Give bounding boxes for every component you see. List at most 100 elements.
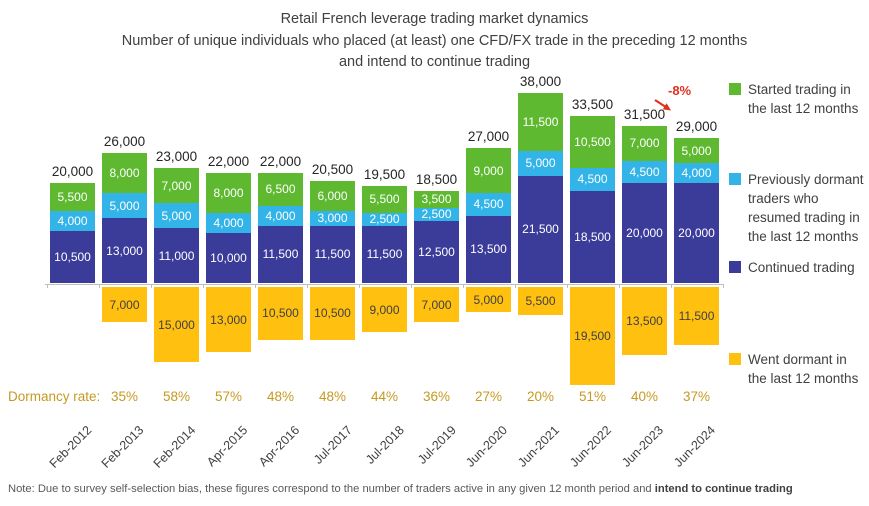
- bar-segment-continued: 11,500: [362, 225, 407, 283]
- bar-segment-continued: 10,500: [50, 230, 95, 283]
- bar-segment-started: 6,500: [258, 173, 303, 206]
- x-axis-label: Jul-2018: [362, 423, 407, 467]
- x-axis-tick: [306, 284, 308, 288]
- bar-segment-started: 5,500: [50, 183, 95, 211]
- bar-segment-continued: 11,500: [258, 225, 303, 283]
- bar-segment-started: 8,000: [102, 153, 147, 193]
- bar-segment-resumed: 5,000: [154, 203, 199, 228]
- legend-swatch-dormant-icon: [729, 353, 741, 365]
- bar-segment-dormant: 11,500: [674, 287, 719, 345]
- x-axis-tick: [410, 284, 412, 288]
- bar-total-label: 38,000: [519, 74, 562, 89]
- x-axis-label: Jul-2019: [414, 423, 459, 467]
- bar-segment-started: 3,500: [414, 190, 459, 208]
- x-axis-tick: [514, 284, 516, 288]
- bar-segment-resumed: 4,000: [50, 210, 95, 231]
- bar-segment-continued: 12,500: [414, 220, 459, 283]
- legend-item-resumed: Previously dormant traders who resumed t…: [729, 170, 867, 246]
- x-axis-label: Apr-2015: [204, 423, 251, 470]
- bar-segment-continued: 13,000: [102, 218, 147, 283]
- footnote-text: Note: Due to survey self-selection bias,…: [8, 483, 655, 495]
- x-axis-label: Jun-2023: [619, 423, 667, 470]
- title-block: Retail French leverage trading market dy…: [0, 9, 869, 74]
- x-axis-tick: [358, 284, 360, 288]
- bar-segment-started: 6,000: [310, 180, 355, 211]
- bar-segment-resumed: 5,000: [102, 193, 147, 218]
- x-axis-label: Jun-2020: [463, 423, 511, 470]
- x-axis-tick: [722, 284, 724, 288]
- decrease-annotation: -8%: [640, 83, 704, 121]
- bar-segment-resumed: 4,000: [258, 205, 303, 226]
- x-axis-tick: [98, 284, 100, 288]
- bar-segment-started: 11,500: [518, 93, 563, 151]
- x-axis-label: Feb-2013: [98, 423, 147, 471]
- x-axis-label: Jun-2024: [671, 423, 719, 470]
- bar-segment-continued: 20,000: [622, 183, 667, 283]
- bar-total-label: 23,000: [155, 149, 198, 164]
- dormancy-rate-label: Dormancy rate:: [8, 389, 101, 404]
- bar-total-label: 22,000: [207, 154, 250, 169]
- bar-segment-dormant: 10,500: [258, 287, 303, 340]
- dormancy-rate-value: 51%: [578, 389, 607, 404]
- x-axis-label: Jul-2017: [310, 423, 355, 467]
- dormancy-rate-value: 20%: [526, 389, 555, 404]
- bar-total-label: 33,500: [571, 96, 614, 112]
- bar-segment-started: 5,500: [362, 185, 407, 213]
- legend-item-started: Started trading in the last 12 months: [729, 80, 867, 118]
- dormancy-rate-value: 44%: [370, 389, 399, 404]
- x-axis-tick: [462, 284, 464, 288]
- bar-segment-continued: 10,000: [206, 233, 251, 283]
- bar-total-label: 18,500: [415, 171, 458, 187]
- x-axis-label: Apr-2016: [256, 423, 303, 470]
- legend-label-resumed: Previously dormant traders who resumed t…: [748, 172, 864, 244]
- dormancy-rate-value: 35%: [110, 389, 139, 404]
- dormancy-rate-value: 36%: [422, 389, 451, 404]
- dormancy-rate-value: 37%: [682, 389, 711, 404]
- chart-subtitle-line2: and intend to continue trading: [338, 54, 531, 70]
- bar-segment-resumed: 2,500: [414, 207, 459, 221]
- decrease-annotation-text: -8%: [668, 83, 692, 98]
- bar-segment-dormant: 5,000: [466, 287, 511, 312]
- bar-segment-started: 7,000: [622, 125, 667, 161]
- bar-segment-resumed: 4,500: [570, 168, 615, 191]
- legend-swatch-resumed-icon: [729, 173, 741, 185]
- x-axis-label: Feb-2012: [46, 423, 95, 471]
- bar-segment-resumed: 4,000: [206, 213, 251, 233]
- bar-segment-resumed: 4,500: [466, 193, 511, 216]
- x-axis-tick: [46, 284, 48, 288]
- bar-segment-continued: 20,000: [674, 183, 719, 283]
- bar-segment-resumed: 4,000: [674, 163, 719, 183]
- x-axis-tick: [254, 284, 256, 288]
- bar-segment-continued: 13,500: [466, 215, 511, 283]
- footnote-bold-text: intend to continue trading: [654, 483, 793, 495]
- bar-segment-dormant: 13,500: [622, 287, 667, 355]
- dormancy-rate-value: 58%: [162, 389, 191, 404]
- legend-swatch-continued-icon: [729, 261, 741, 273]
- footnote: Note: Due to survey self-selection bias,…: [8, 483, 793, 495]
- dormancy-rate-value: 48%: [266, 389, 295, 404]
- legend-item-continued: Continued trading: [729, 258, 867, 277]
- bar-total-label: 22,000: [259, 154, 302, 169]
- chart-title: Retail French leverage trading market dy…: [280, 11, 589, 27]
- x-axis-label: Jun-2021: [515, 423, 563, 470]
- bar-segment-started: 9,000: [466, 148, 511, 193]
- x-axis-tick: [670, 284, 672, 288]
- bar-segment-continued: 21,500: [518, 175, 563, 283]
- bar-total-label: 20,000: [51, 164, 94, 179]
- x-axis-label: Jun-2022: [567, 423, 615, 470]
- bar-segment-resumed: 2,500: [362, 212, 407, 226]
- x-axis-tick: [618, 284, 620, 288]
- bar-segment-continued: 18,500: [570, 190, 615, 283]
- x-axis-line: [45, 284, 724, 285]
- dormancy-rate-value: 57%: [214, 389, 243, 404]
- bar-segment-dormant: 19,500: [570, 287, 615, 385]
- legend-label-dormant: Went dormant in the last 12 months: [748, 352, 859, 386]
- bar-segment-continued: 11,500: [310, 225, 355, 283]
- x-axis-tick: [566, 284, 568, 288]
- bar-segment-dormant: 7,000: [102, 287, 147, 322]
- bar-segment-continued: 11,000: [154, 228, 199, 283]
- dormancy-rate-value: 48%: [318, 389, 347, 404]
- bar-segment-resumed: 5,000: [518, 150, 563, 176]
- x-axis-tick: [202, 284, 204, 288]
